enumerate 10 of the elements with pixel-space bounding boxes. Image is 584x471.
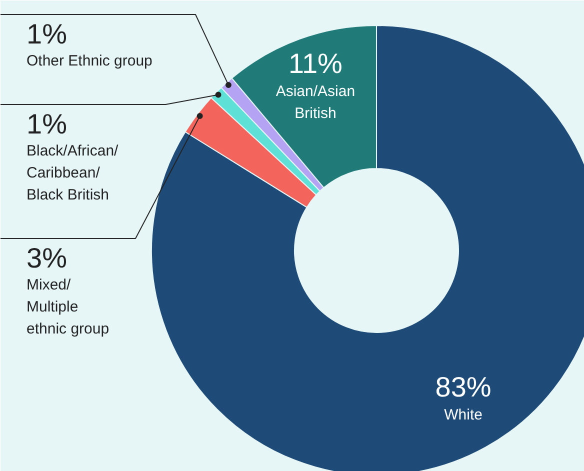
slice-label: Black/African/ Caribbean/ Black British — [26, 142, 120, 204]
slice-label: White — [444, 406, 482, 424]
slice-label: Mixed/ Multiple ethnic group — [26, 276, 110, 338]
data-label: 1% — [26, 18, 67, 50]
data-label: 83% — [435, 371, 492, 402]
data-label: 11% — [288, 48, 342, 79]
slice-label: Asian/Asian British — [276, 82, 356, 122]
data-label: 1% — [26, 108, 67, 140]
data-label: 3% — [26, 242, 67, 274]
slice-label: Other Ethnic group — [26, 52, 152, 70]
